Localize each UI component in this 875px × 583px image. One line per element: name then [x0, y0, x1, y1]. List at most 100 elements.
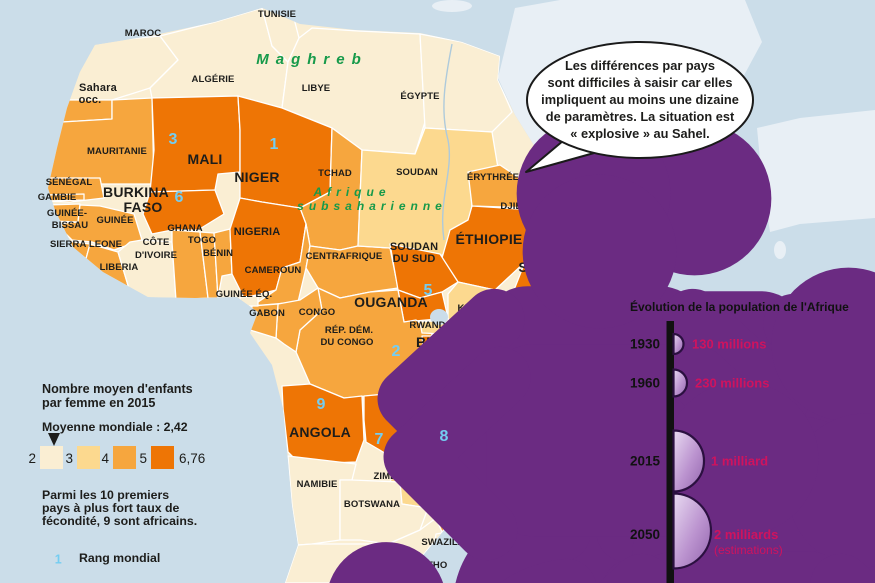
speech-bubble-body [526, 41, 754, 159]
country-label: GUINÉE ÉQ. [216, 289, 272, 300]
legend-note-line2: pays à plus fort taux de [42, 501, 180, 515]
rank-legend-number: 1 [55, 552, 62, 566]
rank-icon-zambie: 7 [375, 417, 875, 583]
population-bubble [672, 492, 713, 570]
legend-note-line1: Parmi les 10 premiers [42, 488, 169, 502]
rank-legend-label: Rang mondial [79, 551, 160, 565]
legend-swatch [40, 446, 63, 469]
timeline-value-note: (estimations) [714, 543, 783, 557]
country-label: DU CONGO [320, 337, 373, 348]
country-label: D'IVOIRE [135, 250, 177, 261]
country-label: CONGO [299, 307, 335, 318]
country-angola [281, 383, 365, 465]
legend-scale-tick: 5 [139, 451, 147, 466]
world-average-marker-icon [48, 433, 60, 446]
timeline-value: 130 millions [692, 337, 766, 352]
country-label: Sahara [79, 82, 118, 94]
country-label: BÉNIN [203, 248, 233, 259]
country-label: GHANA [167, 223, 202, 234]
timeline-year: 2015 [630, 454, 661, 469]
rank-number: 6 [175, 189, 184, 206]
country-label: OUGANDA [354, 294, 428, 310]
speech-bubble-line: sont difficiles à saisir car elles [548, 75, 733, 90]
country-label: MAROC [125, 28, 161, 39]
rank-icon-ouganda: 5 [424, 268, 875, 583]
rank-number: 9 [317, 396, 326, 413]
nile-river [441, 43, 453, 241]
country-label: GUINÉE [96, 215, 133, 226]
rank-number: 3 [169, 131, 178, 148]
country-label: occ. [79, 94, 102, 106]
rank-number: 7 [375, 431, 384, 448]
country-benin [213, 228, 233, 299]
sri-lanka [774, 241, 786, 259]
country-label: ALGÉRIE [192, 74, 235, 85]
country-label: LIBERIA [100, 262, 139, 273]
rank-number: 1 [270, 136, 279, 153]
country-label: RWANDA [409, 320, 452, 331]
rank-icon-niger: 1 [270, 122, 875, 583]
region-label: Maghreb [256, 51, 368, 68]
legend-scale-tick: 3 [65, 451, 73, 466]
speech-bubble: Les différences par pays sont difficiles … [525, 41, 754, 173]
legend-title-line2: par femme en 2015 [42, 396, 155, 410]
country-label: GAMBIE [38, 192, 77, 203]
timeline-value: 1 milliard [711, 454, 768, 469]
region-label: Afrique [313, 185, 391, 199]
country-label: CAMEROUN [245, 265, 302, 276]
country-label: BOTSWANA [344, 499, 400, 510]
legend-scale-tick: 2 [28, 451, 36, 466]
country-guinee [55, 204, 143, 251]
legend-swatch [151, 446, 174, 469]
legend-scale-tick: 6,76 [179, 451, 205, 466]
timeline-axis [666, 321, 674, 583]
country-label: GABON [249, 308, 285, 319]
country-congo [275, 287, 323, 353]
rank-icon-burkina-faso: 6 [175, 175, 785, 583]
country-burkina-faso [142, 189, 225, 235]
country-label: CÔTE [143, 236, 170, 248]
country-label: ÉRYTHRÉE [467, 172, 519, 183]
rank-legend-icon: 1 [55, 540, 533, 583]
rank-number: 5 [424, 282, 433, 299]
country-label: TCHAD [318, 168, 352, 179]
country-label: SÉNÉGAL [46, 177, 93, 188]
population-bubble [672, 332, 685, 356]
legend-note-line3: fécondité, 9 sont africains. [42, 514, 197, 528]
legend-swatch [113, 446, 136, 469]
speech-bubble-line: Les différences par pays [565, 58, 715, 73]
speech-bubble-text: Les différences par pays sont difficiles … [541, 58, 739, 141]
rank-icon-angola: 9 [317, 382, 875, 583]
population-bubble [672, 368, 689, 398]
mediterranean-island [543, 4, 569, 14]
rank-icon-malawi: 8 [440, 414, 875, 583]
country-label: ANGOLA [289, 424, 351, 440]
legend-world-average: Moyenne mondiale : 2,42 [42, 420, 188, 434]
country-gambie [48, 193, 85, 202]
country-label: NIGERIA [234, 226, 281, 238]
timeline-year: 1960 [630, 376, 660, 391]
country-label: MAURITANIE [87, 146, 147, 157]
country-label: NIGER [234, 169, 279, 185]
rank-number: 8 [440, 428, 449, 445]
country-label: SIERRA LEONE [50, 239, 122, 250]
rank-icons: 123456789 [169, 117, 875, 583]
timeline-year: 1930 [630, 337, 660, 352]
speech-bubble-line: impliquent au moins une dizaine [541, 92, 739, 107]
country-label: LIBYE [302, 83, 330, 94]
timeline-value: 2 milliards [714, 527, 778, 542]
timeline-items: 1930 130 millions 1960 230 millions 2015 1 mi… [630, 332, 783, 570]
country-label: FASO [124, 199, 163, 215]
population-bubble [672, 429, 706, 493]
legend-color-scale: 2 3 4 5 6,76 [28, 446, 205, 469]
country-label: NAMIBIE [297, 479, 338, 490]
india [757, 110, 875, 232]
country-label: BISSAU [52, 220, 89, 231]
country-label: CENTRAFRIQUE [306, 251, 383, 262]
timeline-title: Évolution de la population de l'Afrique [630, 299, 849, 314]
country-label: ÉTHIOPIE [456, 231, 523, 247]
speech-bubble-line: « explosive » au Sahel. [570, 126, 709, 141]
country-label: GUINÉE- [47, 208, 87, 219]
